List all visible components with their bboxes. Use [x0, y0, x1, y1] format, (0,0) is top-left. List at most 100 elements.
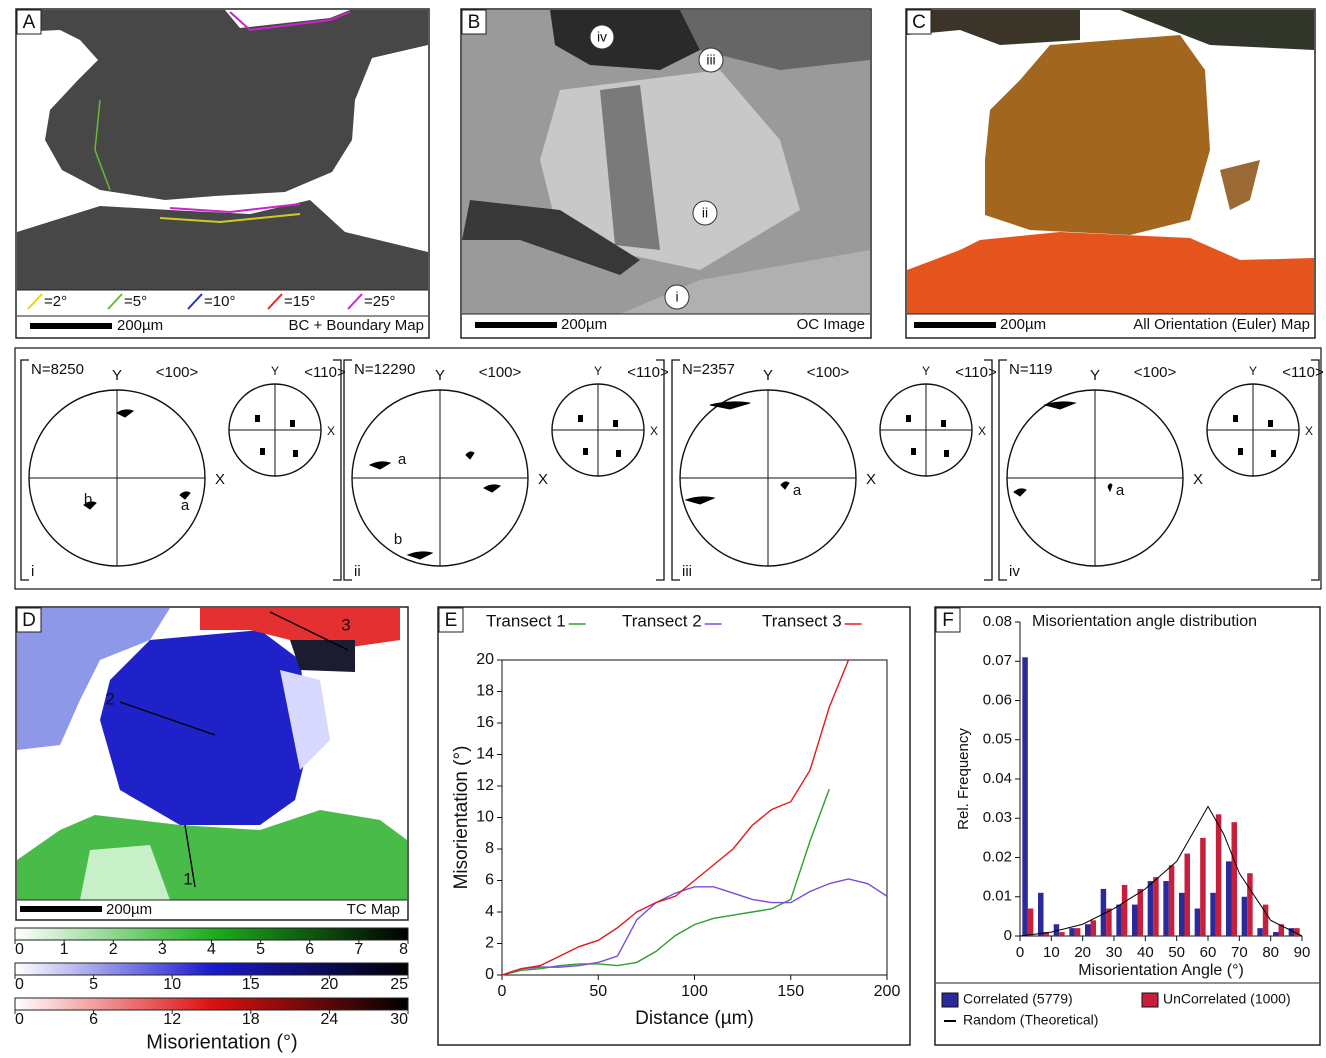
panel-c: 200µm All Orientation (Euler) Map C [906, 9, 1315, 338]
colorbar-tick-label: 12 [163, 1011, 181, 1028]
axis-y: Y [271, 364, 279, 378]
y-tick-label: 0.07 [983, 652, 1012, 669]
pole-cluster [944, 450, 949, 457]
legend-swatch [188, 294, 202, 309]
y-tick-label: 8 [485, 840, 494, 857]
pole-figures: N=8250YX<100>YX<110>iabN=12290YX<100>YX<… [21, 360, 1324, 580]
legend-label: Transect 3 [762, 611, 842, 630]
bar [1216, 814, 1222, 936]
bar [1179, 893, 1185, 936]
x-tick-label: 150 [777, 983, 804, 1000]
colorbar-tick-label: 4 [207, 941, 216, 958]
pole-cluster [370, 462, 390, 469]
colorbar-tick-label: 5 [256, 941, 265, 958]
colorbar-tick-label: 24 [321, 1011, 339, 1028]
colorbar [15, 998, 408, 1010]
axis-x: X [978, 424, 986, 438]
y-tick-label: 0.06 [983, 691, 1012, 708]
axis-y: Y [594, 364, 602, 378]
sample-count: N=119 [1009, 361, 1053, 378]
y-tick-label: 14 [476, 746, 494, 763]
y-tick-label: 0 [1004, 927, 1012, 944]
x-tick-label: 40 [1137, 944, 1154, 961]
sample-count: N=8250 [31, 361, 84, 378]
plane-label: <110> [627, 364, 669, 381]
axis-x: X [538, 471, 548, 488]
x-tick-label: 100 [681, 983, 708, 1000]
colorbar-tick-label: 5 [89, 976, 98, 993]
x-tick-label: 0 [1016, 944, 1024, 961]
pole-cluster [255, 415, 260, 422]
axis-x: X [1193, 471, 1203, 488]
series-line [502, 789, 829, 975]
colorbar-tick-label: 0 [15, 941, 24, 958]
y-axis-label: Misorientation (°) [451, 746, 472, 890]
pole-cluster [906, 415, 911, 422]
pole-cluster [583, 448, 588, 455]
y-tick-label: 0 [485, 966, 494, 983]
panel-letter: A [23, 12, 36, 33]
bar [1059, 932, 1065, 936]
axis-x: X [866, 471, 876, 488]
colorbar-tick-label: 10 [163, 976, 181, 993]
legend-label: Transect 2 [622, 611, 702, 630]
pole-figure-frame [15, 348, 1321, 589]
y-axis-label: Rel. Frequency [955, 728, 972, 830]
y-tick-label: 20 [476, 651, 494, 668]
x-tick-label: 50 [589, 983, 607, 1000]
figure-label: i [31, 563, 34, 580]
bar [1169, 865, 1175, 936]
x-tick-label: 10 [1043, 944, 1060, 961]
pole-annotation: a [1116, 482, 1125, 499]
y-tick-label: 2 [485, 935, 494, 952]
figure-label: iii [682, 563, 692, 580]
legend-label: UnCorrelated (1000) [1163, 991, 1291, 1007]
pole-cluster [293, 450, 298, 457]
pole-cluster [616, 450, 621, 457]
colorbar-tick-label: 6 [305, 941, 314, 958]
pole-cluster [911, 448, 916, 455]
legend-label: =5° [124, 293, 147, 310]
x-tick-label: 70 [1231, 944, 1248, 961]
panel-letter: B [468, 12, 481, 33]
axis-y: Y [1090, 367, 1100, 384]
axis-y: Y [435, 367, 445, 384]
axis-y: Y [922, 364, 930, 378]
x-tick-label: 30 [1106, 944, 1123, 961]
bar [1163, 881, 1169, 936]
legend-swatch [348, 294, 362, 309]
colorbar-tick-label: 20 [321, 976, 339, 993]
region-label: ii [702, 205, 708, 221]
panel-d: 123 200µm TC Map D [16, 607, 408, 920]
figure: 200µm BC + Boundary Map =2°=5°=10°=15°=2… [0, 0, 1326, 1058]
panel-letter: C [912, 12, 926, 33]
bracket [672, 360, 992, 580]
colorbar-tick-label: 0 [15, 1011, 24, 1028]
pole-annotation: b [84, 491, 92, 508]
pole-annotation: a [181, 497, 190, 514]
legend-label: =15° [284, 293, 315, 310]
bar [1022, 657, 1027, 936]
pole-cluster [466, 452, 474, 459]
pole-cluster [117, 410, 133, 417]
bar [1153, 877, 1159, 936]
bar [1185, 854, 1191, 936]
pole-cluster [1268, 420, 1273, 427]
colorbar-tick-label: 3 [158, 941, 167, 958]
bar [1069, 928, 1075, 936]
bar [1085, 924, 1091, 936]
pole-cluster [260, 448, 265, 455]
pole-annotation: b [394, 531, 402, 548]
pole-cluster [710, 402, 750, 409]
y-tick-label: 0.03 [983, 809, 1012, 826]
tc-map-image [17, 608, 407, 900]
bar [1242, 897, 1248, 936]
transect-label: 2 [105, 689, 114, 708]
region-label: iii [706, 52, 715, 68]
legend-label: Correlated (5779) [963, 991, 1073, 1007]
transect-label: 1 [183, 869, 192, 888]
legend-swatch [942, 993, 958, 1007]
bar [1257, 928, 1263, 936]
bar [1132, 905, 1138, 936]
scale-label: 200µm [561, 316, 607, 333]
